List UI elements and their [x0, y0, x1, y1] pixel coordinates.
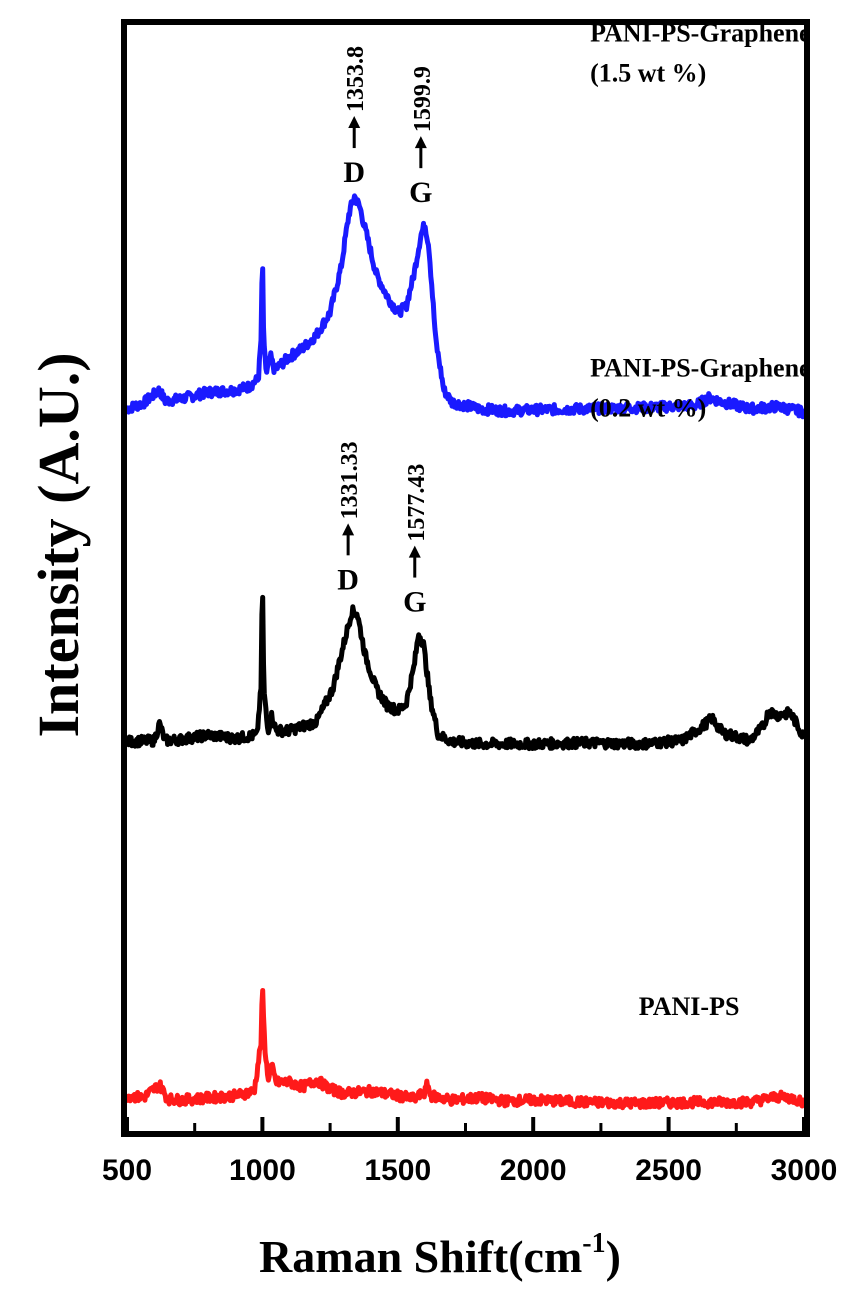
series-label-1-line2: (0.2 wt %)	[590, 394, 706, 423]
plot-frame	[121, 19, 810, 1137]
x-tick-label-500: 500	[102, 1154, 152, 1187]
series-line-2	[124, 988, 807, 1111]
peak-arrowhead-0	[348, 116, 361, 129]
x-tick-label-2000: 2000	[500, 1154, 567, 1187]
x-axis: 500 1000 1500 2000 2500 3000	[102, 1117, 837, 1187]
x-tick-label-3000: 3000	[771, 1154, 838, 1187]
y-axis-title: Intensity (A.U.)	[26, 352, 91, 737]
peak-letter-1: G	[409, 176, 432, 209]
series-layer	[124, 193, 807, 1111]
peak-value-2: 1331.33	[337, 441, 363, 519]
series-label-2: PANI-PS	[639, 992, 740, 1021]
x-tick-label-1000: 1000	[229, 1154, 296, 1187]
series-label-0-line2: (1.5 wt %)	[590, 59, 706, 88]
series-line-1	[124, 594, 807, 752]
peak-value-1: 1599.9	[410, 66, 436, 132]
peak-letter-0: D	[343, 156, 365, 189]
peak-letter-2: D	[337, 563, 359, 596]
peak-value-3: 1577.43	[404, 464, 430, 542]
peak-letter-3: G	[403, 586, 426, 619]
peak-annotations: D 1353.8 G 1599.9 D 1331.33 G 1577.43	[337, 46, 436, 619]
series-labels: PANI-PS-Graphene (1.5 wt %) PANI-PS-Graphe…	[590, 19, 811, 1021]
peak-arrowhead-3	[408, 545, 421, 558]
x-axis-title-main: Raman Shift(cm	[259, 1231, 582, 1282]
peak-value-0: 1353.8	[343, 46, 369, 112]
series-label-1: PANI-PS-Graphene	[590, 354, 811, 383]
x-axis-title-superscript: -1	[582, 1228, 605, 1259]
x-axis-title-close: )	[606, 1231, 621, 1282]
x-tick-label-1500: 1500	[364, 1154, 431, 1187]
peak-arrowhead-2	[342, 523, 355, 536]
series-line-0	[124, 193, 807, 420]
peak-arrowhead-1	[414, 136, 427, 149]
x-tick-label-2500: 2500	[635, 1154, 702, 1187]
series-label-0: PANI-PS-Graphene	[590, 19, 811, 48]
x-axis-title: Raman Shift(cm-1)	[259, 1228, 621, 1282]
